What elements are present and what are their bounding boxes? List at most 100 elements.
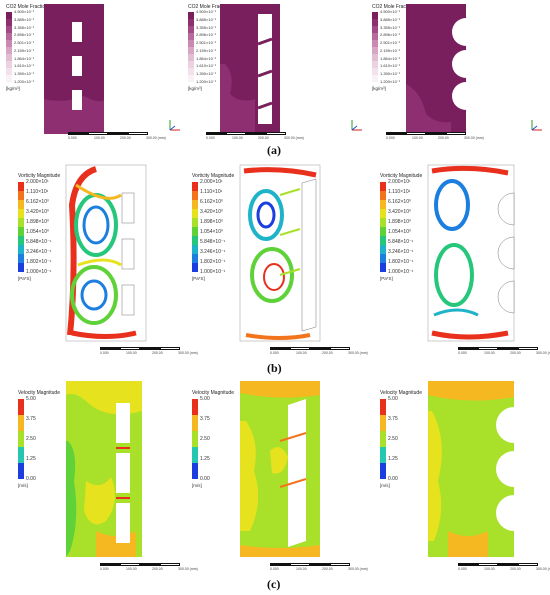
legend-color-swatch <box>6 26 12 33</box>
legend-color-swatch <box>18 227 24 236</box>
legend-tick-label: 3.246×10⁻¹ <box>26 249 52 255</box>
legend-tick-label: 3.420×10⁰ <box>200 209 223 215</box>
scale-bar-segment <box>160 347 180 350</box>
legend-tick-label: 4.500×10⁻¹ <box>380 9 401 14</box>
legend-tick-label: 5.00 <box>26 396 36 402</box>
velocity-contour-panel-2 <box>240 381 320 557</box>
legend-tick-label: 2.50 <box>388 436 398 442</box>
legend-color-swatch <box>372 19 378 26</box>
scale-bar-segment <box>128 132 148 135</box>
legend-color-swatch <box>192 447 198 463</box>
legend-color-swatch <box>192 399 198 415</box>
legend-color-swatch <box>372 54 378 61</box>
scale-bar-label: 200.00 <box>322 351 333 355</box>
legend-color-swatch <box>18 415 24 431</box>
legend-tick-label: 1.864×10⁻¹ <box>14 55 35 61</box>
legend-tick-label: 2.000×10¹ <box>200 179 223 185</box>
scale-bar-label: 300.00 (mm) <box>536 567 550 571</box>
scale-bar-segment <box>140 347 160 350</box>
scale-bar-segment <box>120 347 140 350</box>
legend-unit: [m/s] <box>18 483 28 488</box>
scale-bar-segment <box>406 132 426 135</box>
legend-color-swatch <box>380 447 386 463</box>
legend-tick-label: 2.50 <box>26 436 36 442</box>
legend-color-swatch <box>6 19 12 26</box>
legend-color-swatch <box>6 33 12 40</box>
legend-color-swatch <box>18 431 24 447</box>
legend-tick-label: 1.200×10⁻¹ <box>196 79 217 84</box>
scale-bar-label: 300.00 (mm) <box>146 136 166 140</box>
legend-tick-label: 5.848×10⁻¹ <box>26 239 52 245</box>
co2-legend-2: CO2 Mole Fraction 4.500×10⁻¹ 3.885×10⁻¹ 3.… <box>188 4 230 94</box>
legend-color-swatch <box>188 54 194 61</box>
legend-tick-label: 1.898×10⁰ <box>26 219 49 225</box>
scale-bar-segment <box>290 347 310 350</box>
legend-color-swatch <box>188 26 194 33</box>
legend-title: Vorticity Magnitude <box>380 173 423 179</box>
legend-tick-label: 5.848×10⁻¹ <box>200 239 226 245</box>
legend-tick-label: 1.864×10⁻¹ <box>380 55 401 61</box>
co2-legend-1: CO2 Mole Fraction 4.500×10⁻¹ 3.885×10⁻¹ 3.… <box>6 4 48 94</box>
co2-legend-3: CO2 Mole Fraction 4.500×10⁻¹ 3.885×10⁻¹ 3.… <box>372 4 414 94</box>
scale-bar-segment <box>226 132 246 135</box>
scale-bar-segment <box>310 347 330 350</box>
legend-color-swatch <box>192 415 198 431</box>
scale-bar-label: 100.00 <box>412 136 423 140</box>
legend-tick-label: 1.110×10¹ <box>26 189 49 195</box>
legend-tick-label: 1.802×10⁻¹ <box>26 259 52 265</box>
legend-unit: [kg/m³] <box>6 86 20 91</box>
legend-color-swatch <box>380 236 386 245</box>
vorticity-legend-3: Vorticity Magnitude 2.000×10¹ 1.110×10¹ 6.… <box>380 173 440 293</box>
scale-bar-segment <box>330 563 350 566</box>
legend-color-swatch <box>380 182 386 191</box>
legend-tick-label: 5.00 <box>388 396 398 402</box>
legend-title: Velocity Magnitude <box>380 390 422 396</box>
legend-color-swatch <box>192 245 198 254</box>
legend-color-swatch <box>372 12 378 19</box>
velocity-legend-3: Velocity Magnitude 5.00 3.75 2.50 1.25 0.00[… <box>380 390 430 500</box>
legend-color-swatch <box>380 218 386 227</box>
scale-bar-label: 300.00 (mm) <box>284 136 304 140</box>
legend-color-swatch <box>380 431 386 447</box>
legend-unit: [kg/m³] <box>372 86 386 91</box>
legend-title: Velocity Magnitude <box>192 390 234 396</box>
legend-tick-label: 2.896×10⁻¹ <box>14 32 35 38</box>
scale-bar-segment <box>88 132 108 135</box>
legend-color-swatch <box>18 191 24 200</box>
legend-color-swatch <box>380 263 386 272</box>
scale-bar-label: 300.00 (mm) <box>178 567 198 571</box>
legend-color-swatch <box>18 236 24 245</box>
legend-tick-label: 1.802×10⁻¹ <box>200 259 226 265</box>
legend-unit: [kg/m³] <box>188 86 202 91</box>
legend-tick-label: 4.500×10⁻¹ <box>14 9 35 14</box>
scale-bar-segment <box>478 563 498 566</box>
scale-bar-label: 200.00 <box>438 136 449 140</box>
legend-color-swatch <box>18 245 24 254</box>
legend-color-swatch <box>380 227 386 236</box>
scale-bar-segment <box>446 132 466 135</box>
legend-color-swatch <box>6 47 12 54</box>
legend-tick-label: 1.898×10⁰ <box>200 219 223 225</box>
scale-bar: 0.000 100.00 200.00 300.00 (mm) <box>386 132 484 142</box>
legend-tick-label: 1.390×10⁻¹ <box>14 71 35 77</box>
velocity-contour-panel-3 <box>428 381 514 557</box>
co2-contour-panel-3 <box>406 4 466 134</box>
legend-tick-label: 1.610×10⁻¹ <box>196 63 217 69</box>
legend-tick-label: 3.75 <box>388 416 398 422</box>
scale-bar-label: 0.000 <box>206 136 215 140</box>
legend-title: Velocity Magnitude <box>18 390 60 396</box>
co2-contour-panel-2 <box>220 4 280 134</box>
scale-bar-segment <box>68 132 88 135</box>
legend-tick-label: 3.885×10⁻¹ <box>14 16 35 22</box>
legend-tick-label: 5.00 <box>200 396 210 402</box>
legend-tick-label: 1.000×10⁻¹ <box>388 269 414 275</box>
legend-tick-label: 1.25 <box>200 456 210 462</box>
scale-bar-label: 100.00 <box>126 567 137 571</box>
scale-bar-label: 300.00 (mm) <box>348 351 368 355</box>
scale-bar-segment <box>160 563 180 566</box>
legend-tick-label: 1.390×10⁻¹ <box>380 71 401 77</box>
legend-tick-label: 3.75 <box>26 416 36 422</box>
legend-tick-label: 1.610×10⁻¹ <box>14 63 35 69</box>
scale-bar-label: 200.00 <box>258 136 269 140</box>
scale-bar-segment <box>140 563 160 566</box>
